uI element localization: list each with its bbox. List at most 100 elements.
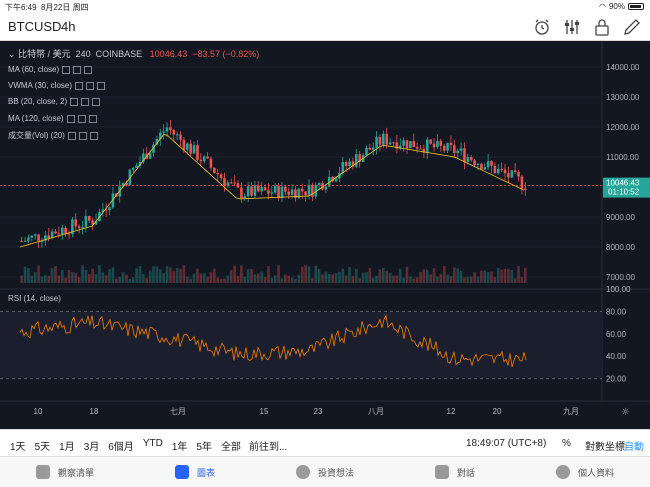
symbol-selector[interactable]: BTCUSD — [8, 19, 62, 34]
tab-chat[interactable]: 對話 — [390, 457, 520, 487]
goto-button[interactable]: 前往到... — [249, 442, 288, 453]
candle-body — [223, 178, 226, 186]
drawing-tools-icon[interactable] — [622, 17, 642, 37]
tab-chart[interactable]: 圖表 — [130, 457, 260, 487]
candle-body — [409, 141, 412, 149]
candle-body — [74, 219, 78, 227]
tab-ideas[interactable]: 投資想法 — [260, 457, 390, 487]
volume-bar — [294, 278, 297, 283]
volume-bar — [341, 268, 345, 283]
candle-body — [510, 170, 514, 178]
candle-body — [44, 235, 47, 241]
candle-body — [351, 161, 355, 167]
volume-bar — [385, 270, 389, 283]
candle-body — [33, 234, 37, 236]
chart-area[interactable]: 14000.00 13000.00 12000.00 11000.00 9000.00 8… — [0, 41, 650, 429]
volume-bar — [186, 276, 189, 283]
time-tick-label: 23 — [314, 407, 323, 416]
price-tick-label: 11000.00 — [606, 153, 639, 162]
percent-scale-toggle[interactable]: % — [562, 438, 571, 449]
candle-body — [199, 159, 203, 162]
candle-body — [165, 127, 169, 132]
eye-icon[interactable] — [67, 131, 76, 140]
volume-bar — [324, 271, 328, 283]
indicator-row[interactable]: VWMA (30, close) — [8, 81, 106, 90]
time-tick-label: 15 — [260, 407, 269, 416]
range-button[interactable]: 1年 — [171, 442, 188, 453]
candle-body — [415, 147, 419, 149]
candle-body — [246, 186, 250, 197]
candle-body — [270, 192, 274, 194]
candle-body — [158, 132, 162, 139]
candle-body — [236, 183, 240, 188]
volume-bar — [71, 272, 74, 283]
tab-profile[interactable]: 個人資料 — [520, 457, 650, 487]
volume-bar — [287, 275, 290, 283]
close-icon[interactable] — [97, 81, 106, 90]
range-button[interactable]: 6個月 — [108, 442, 134, 453]
volume-bar — [493, 277, 497, 283]
indicator-row[interactable]: MA (120, close) — [8, 114, 97, 123]
alarm-icon[interactable] — [532, 17, 552, 37]
volume-bar — [57, 275, 61, 283]
volume-bar — [64, 277, 67, 283]
volume-bar — [429, 274, 432, 283]
volume-bar — [473, 272, 476, 283]
candle-body — [219, 174, 223, 179]
settings-icon[interactable] — [77, 114, 86, 123]
settings-icon[interactable] — [78, 131, 87, 140]
log-scale-toggle[interactable]: 對數坐標 — [585, 442, 625, 453]
indicators-icon[interactable] — [562, 17, 582, 37]
volume-bar — [524, 267, 527, 283]
settings-icon[interactable] — [81, 97, 90, 106]
eye-icon[interactable] — [66, 114, 75, 123]
close-icon[interactable] — [84, 65, 93, 74]
volume-bar — [270, 277, 274, 283]
legend-collapse-icon[interactable]: ⌄ — [8, 49, 16, 59]
range-button[interactable]: 1天 — [10, 442, 26, 453]
range-button[interactable]: 3月 — [83, 442, 100, 453]
indicator-row[interactable]: 成交量(Vol) (20) — [8, 130, 98, 141]
clock-display[interactable]: 18:49:07 (UTC+8) — [466, 438, 547, 449]
range-button[interactable]: 5天 — [34, 442, 51, 453]
volume-bar — [172, 271, 176, 283]
volume-bar — [442, 266, 446, 283]
volume-bar — [314, 265, 318, 283]
volume-bar — [74, 272, 78, 283]
auto-scale-toggle[interactable]: 自動 — [624, 442, 644, 453]
candle-body — [314, 184, 318, 197]
close-icon[interactable] — [89, 131, 98, 140]
range-button[interactable]: 5年 — [196, 442, 212, 453]
candle-body — [331, 176, 334, 182]
candle-body — [469, 157, 473, 161]
indicator-row[interactable]: MA (60, close) — [8, 65, 93, 74]
close-icon[interactable] — [92, 97, 101, 106]
volume-bar — [145, 278, 149, 283]
volume-bar — [152, 266, 155, 283]
time-tick-label: 九月 — [563, 407, 579, 416]
range-bar: 1天 5天 1月 3月 6個月 YTD 1年 5年 全部 前往到... 18:4… — [0, 429, 650, 456]
main-legend: ⌄ 比特幣 / 美元 240 COINBASE 10046.43 −83.57 … — [8, 47, 259, 60]
volume-bar — [361, 272, 365, 283]
lock-icon[interactable] — [592, 17, 612, 37]
chart-canvas[interactable]: 14000.00 13000.00 12000.00 11000.00 9000.00 8… — [0, 41, 650, 429]
candle-body — [121, 182, 125, 187]
settings-icon[interactable] — [86, 81, 95, 90]
eye-icon[interactable] — [62, 65, 71, 74]
range-button[interactable]: YTD — [142, 438, 163, 449]
range-button[interactable]: 1月 — [59, 442, 75, 453]
volume-bar — [490, 271, 493, 283]
candle-body — [81, 226, 84, 228]
close-icon[interactable] — [88, 114, 97, 123]
range-button[interactable]: 全部 — [220, 442, 241, 453]
volume-bar — [189, 278, 192, 283]
eye-icon[interactable] — [70, 97, 79, 106]
eye-icon[interactable] — [75, 81, 84, 90]
price-tick-label: 8000.00 — [606, 243, 635, 252]
indicator-row[interactable]: BB (20, close, 2) — [8, 97, 101, 106]
indicator-label: 成交量(Vol) (20) — [8, 131, 65, 140]
tab-watchlist[interactable]: 觀察清單 — [0, 457, 130, 487]
interval-selector[interactable]: 4h — [61, 19, 76, 34]
settings-icon[interactable] — [73, 65, 82, 74]
volume-bar — [432, 268, 436, 283]
